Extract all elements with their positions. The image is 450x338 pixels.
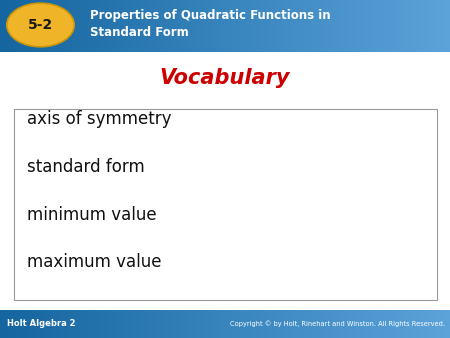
Text: Vocabulary: Vocabulary (160, 68, 290, 88)
Text: maximum value: maximum value (27, 253, 162, 271)
Text: Holt Algebra 2: Holt Algebra 2 (7, 319, 75, 329)
Text: 5-2: 5-2 (28, 18, 53, 32)
Text: Copyright © by Holt, Rinehart and Winston. All Rights Reserved.: Copyright © by Holt, Rinehart and Winsto… (230, 321, 446, 327)
Text: axis of symmetry: axis of symmetry (27, 110, 171, 128)
Text: standard form: standard form (27, 158, 145, 176)
Ellipse shape (7, 3, 74, 47)
Text: minimum value: minimum value (27, 206, 157, 223)
Text: Properties of Quadratic Functions in
Standard Form: Properties of Quadratic Functions in Sta… (90, 9, 331, 39)
FancyBboxPatch shape (14, 109, 436, 300)
